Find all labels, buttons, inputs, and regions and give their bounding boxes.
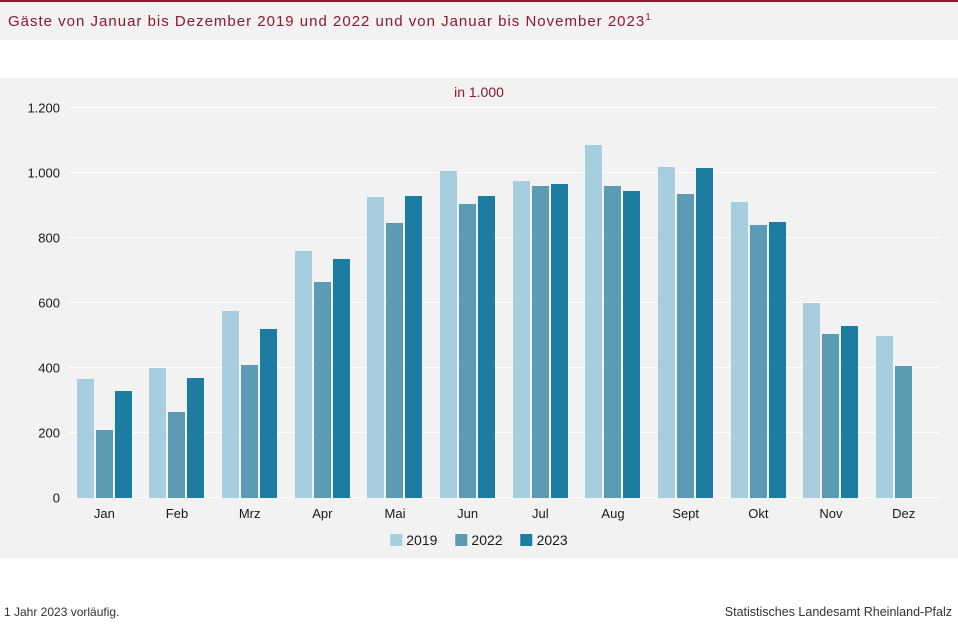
x-tick-label: Feb [166, 506, 188, 521]
bar-2023 [551, 184, 568, 498]
bar-2019 [295, 251, 312, 498]
legend-item: 2022 [455, 532, 502, 548]
x-tick-label: Aug [601, 506, 624, 521]
month-group: Okt [722, 108, 795, 498]
bar-2022 [895, 366, 912, 498]
bar-2019 [149, 368, 166, 498]
bar-2019 [77, 379, 94, 498]
bar-2023 [623, 191, 640, 498]
source-attribution: Statistisches Landesamt Rheinland-Pfalz [725, 605, 952, 619]
y-tick-label: 800 [38, 231, 60, 246]
chart-subtitle: in 1.000 [454, 84, 504, 100]
bar-2022 [386, 223, 403, 498]
x-tick-label: Apr [312, 506, 332, 521]
y-tick-label: 200 [38, 426, 60, 441]
bar-2019 [440, 171, 457, 498]
month-group: Nov [795, 108, 868, 498]
y-tick-label: 1.200 [27, 101, 60, 116]
y-tick-label: 0 [53, 491, 60, 506]
bar-2023 [841, 326, 858, 498]
bar-2019 [658, 167, 675, 499]
month-group: Aug [577, 108, 650, 498]
legend-swatch [455, 534, 467, 546]
chart-title-sup: 1 [645, 12, 652, 23]
legend-item: 2023 [521, 532, 568, 548]
bar-2022 [241, 365, 258, 498]
bar-2023 [187, 378, 204, 498]
month-group: Feb [141, 108, 214, 498]
bar-2019 [876, 336, 893, 499]
chart-title-bar: Gäste von Januar bis Dezember 2019 und 2… [0, 0, 958, 40]
plot-region: 02004006008001.0001.200JanFebMrzAprMaiJu… [68, 108, 940, 498]
chart-area: in 1.000 02004006008001.0001.200JanFebMr… [0, 78, 958, 558]
month-group: Dez [867, 108, 940, 498]
legend: 2019 2022 2023 [390, 532, 567, 548]
legend-label: 2022 [471, 532, 502, 548]
x-tick-label: Mai [385, 506, 406, 521]
legend-label: 2023 [537, 532, 568, 548]
month-group: Jun [431, 108, 504, 498]
x-tick-label: Okt [748, 506, 768, 521]
month-group: Mrz [213, 108, 286, 498]
x-tick-label: Jun [457, 506, 478, 521]
legend-label: 2019 [406, 532, 437, 548]
bar-2022 [532, 186, 549, 498]
bar-2023 [769, 222, 786, 498]
bar-2019 [222, 311, 239, 498]
bar-2019 [513, 181, 530, 498]
bar-2022 [677, 194, 694, 498]
footnote: 1 Jahr 2023 vorläufig. [4, 605, 119, 619]
y-tick-label: 1.000 [27, 166, 60, 181]
bar-2023 [696, 168, 713, 498]
bar-2022 [604, 186, 621, 498]
bar-2022 [459, 204, 476, 498]
bar-2019 [585, 145, 602, 498]
legend-item: 2019 [390, 532, 437, 548]
x-tick-label: Mrz [239, 506, 261, 521]
bar-2023 [333, 259, 350, 498]
month-group: Jan [68, 108, 141, 498]
x-tick-label: Jan [94, 506, 115, 521]
bar-2019 [803, 303, 820, 498]
x-tick-label: Sept [672, 506, 699, 521]
month-group: Jul [504, 108, 577, 498]
x-tick-label: Jul [532, 506, 549, 521]
chart-title: Gäste von Januar bis Dezember 2019 und 2… [8, 13, 645, 30]
legend-swatch [390, 534, 402, 546]
bar-2022 [822, 334, 839, 498]
x-tick-label: Nov [819, 506, 842, 521]
bar-2019 [367, 197, 384, 498]
bar-2022 [168, 412, 185, 498]
bar-2023 [405, 196, 422, 498]
month-group: Apr [286, 108, 359, 498]
x-tick-label: Dez [892, 506, 915, 521]
bar-2022 [314, 282, 331, 498]
bar-2019 [731, 202, 748, 498]
bar-2023 [115, 391, 132, 498]
y-tick-label: 400 [38, 361, 60, 376]
month-group: Mai [359, 108, 432, 498]
bar-2022 [96, 430, 113, 498]
month-group: Sept [649, 108, 722, 498]
legend-swatch [521, 534, 533, 546]
bar-2023 [260, 329, 277, 498]
bar-2022 [750, 225, 767, 498]
bar-2023 [478, 196, 495, 498]
y-tick-label: 600 [38, 296, 60, 311]
